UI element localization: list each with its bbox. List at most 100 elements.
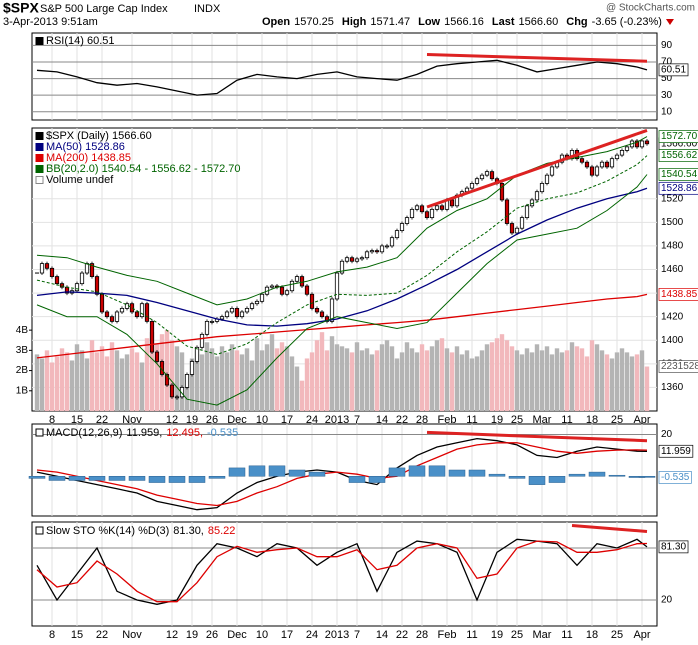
volume-bar: [34, 354, 40, 411]
x-tick-label: 22: [396, 414, 408, 426]
volume-bar: [629, 356, 635, 411]
quote-label: Open: [262, 16, 290, 28]
candle-body: [449, 199, 455, 207]
x-tick-label: 10: [256, 414, 268, 426]
volume-bar: [519, 354, 525, 411]
volume-bar: [44, 350, 50, 411]
bollinger-line: [36, 174, 648, 406]
histogram-bar: [388, 467, 406, 477]
volume-bar: [479, 350, 485, 411]
x-tick-label: 26: [206, 414, 218, 426]
volume-bar: [274, 348, 280, 411]
x-tick-label: 19: [491, 629, 503, 641]
histogram-bar: [348, 476, 366, 483]
candle-body: [529, 199, 535, 207]
histogram-bar: [268, 465, 286, 477]
volume-bar: [174, 346, 180, 411]
candle-body: [219, 316, 225, 320]
candle-body: [299, 276, 305, 287]
x-tick-label: 8: [49, 629, 55, 641]
quote-label: Chg: [566, 16, 587, 28]
volume-bar: [619, 348, 625, 411]
candle-body: [604, 161, 610, 168]
histogram-bar: [308, 471, 326, 477]
histogram-bar: [638, 476, 656, 478]
candle-body: [364, 251, 370, 259]
x-tick-label: 11: [466, 629, 477, 641]
y-tick-label: 50: [661, 73, 673, 84]
volume-bar: [164, 330, 170, 411]
y-tick-label: 1480: [661, 241, 684, 252]
candle-body: [334, 272, 340, 300]
y-tick-label: 10: [661, 106, 673, 117]
last-value-tag: 1540.54: [661, 169, 698, 180]
volume-bar: [219, 346, 225, 411]
volume-bar: [184, 374, 190, 411]
candle-body: [254, 300, 260, 305]
candle-body: [134, 311, 140, 318]
volume-bar: [224, 352, 230, 411]
candle-body: [184, 374, 190, 388]
y-tick-label: 1400: [661, 335, 684, 346]
legend-entry: 11.959,: [126, 427, 162, 439]
legend-entry: 85.22: [208, 525, 236, 537]
volume-bar: [154, 344, 160, 411]
last-value-box: [658, 360, 698, 373]
candle-body: [429, 208, 435, 219]
legend-swatch: [35, 37, 44, 45]
candle-body: [434, 205, 440, 210]
candle-body: [539, 183, 545, 193]
x-tick-label: 7: [354, 414, 360, 426]
candle-body: [114, 311, 120, 322]
legend-swatch: [35, 428, 44, 437]
candle-body: [354, 258, 360, 262]
x-tick-label: 24: [306, 629, 318, 641]
volume-bar: [114, 350, 120, 411]
candle-body: [119, 308, 125, 313]
volume-bar: [504, 340, 510, 411]
volume-bar: [544, 346, 550, 411]
candle-body: [309, 293, 315, 309]
volume-bar: [339, 346, 345, 411]
volume-bar: [414, 352, 420, 411]
candle-body: [549, 166, 555, 176]
x-tick-label: 25: [511, 414, 523, 426]
panel: [31, 521, 658, 627]
candle-body: [484, 171, 490, 176]
candle-body: [379, 245, 385, 253]
series-line: [36, 442, 648, 507]
candle-body: [584, 161, 590, 168]
volume-bar: [569, 342, 575, 411]
series-line: [36, 293, 648, 359]
volume-bar: [74, 344, 80, 411]
volume-bar: [284, 346, 290, 411]
candle-body: [259, 293, 265, 302]
candle-body: [499, 183, 505, 201]
candle-body: [54, 276, 60, 285]
volume-bar: [469, 358, 475, 411]
volume-bar: [359, 350, 365, 411]
candle-body: [589, 166, 595, 176]
last-value-box: [658, 471, 692, 484]
last-value-box: [658, 149, 698, 162]
volume-bar: [244, 348, 250, 411]
candle-body: [269, 285, 275, 288]
series-line: [36, 540, 648, 603]
candle-body: [139, 303, 145, 318]
legend-swatch: [35, 165, 44, 173]
x-tick-label: 12: [166, 629, 178, 641]
volume-bar: [554, 348, 560, 411]
candle-body: [509, 223, 515, 234]
histogram-bar: [568, 473, 586, 477]
x-tick-label: 26: [206, 629, 218, 641]
candle-body: [174, 396, 180, 399]
volume-bar: [119, 358, 125, 411]
candle-body: [344, 257, 350, 262]
x-tick-label: 15: [71, 414, 83, 426]
volume-bar: [204, 342, 210, 411]
volume-bar: [634, 354, 640, 411]
candle-body: [79, 272, 85, 285]
volume-bar: [94, 352, 100, 411]
candle-body: [109, 316, 115, 322]
y2-tick-label: 2B: [16, 365, 29, 376]
